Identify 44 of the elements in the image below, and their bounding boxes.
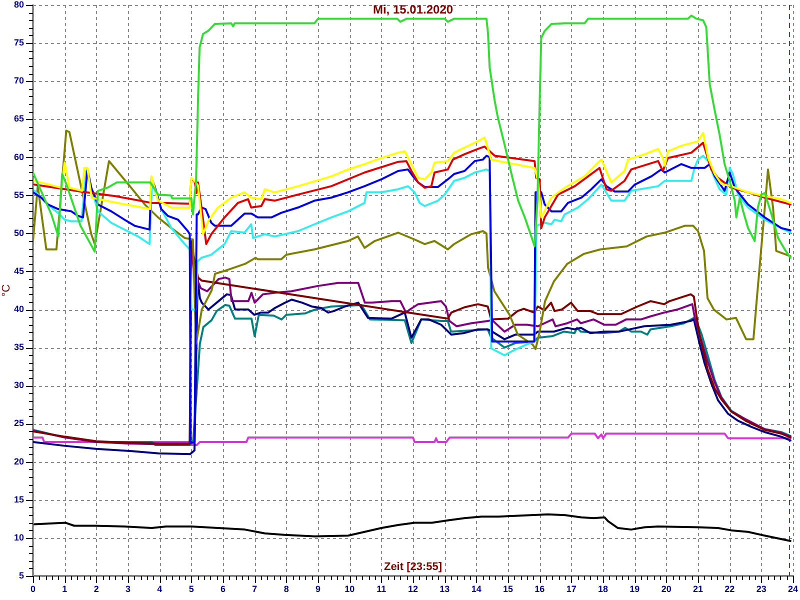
x-tick-label: 2	[94, 584, 99, 594]
x-tick-label: 7	[252, 584, 258, 594]
y-tick-label: 55	[14, 190, 24, 200]
x-tick-label: 13	[440, 584, 450, 594]
y-tick-label: 10	[14, 532, 24, 542]
x-tick-label: 5	[188, 584, 194, 594]
y-tick-label: 30	[14, 380, 24, 390]
x-tick-label: 18	[598, 584, 608, 594]
x-axis-title: Zeit [23:55]	[384, 561, 442, 574]
x-tick-label: 0	[30, 584, 36, 594]
x-tick-label: 17	[566, 584, 576, 594]
y-tick-label: 60	[14, 152, 24, 162]
x-tick-label: 16	[534, 584, 545, 594]
x-tick-label: 10	[344, 584, 355, 594]
x-tick-label: 23	[756, 584, 766, 594]
y-tick-label: 45	[14, 266, 24, 276]
x-tick-label: 14	[471, 584, 482, 594]
x-tick-label: 22	[724, 584, 735, 594]
x-tick-label: 9	[315, 584, 321, 594]
y-tick-label: 40	[14, 304, 24, 314]
chart-title: Mi, 15.01.2020	[372, 2, 454, 16]
y-tick-label: 15	[14, 494, 24, 504]
x-tick-label: 12	[408, 584, 418, 594]
x-tick-label: 20	[661, 584, 672, 594]
x-tick-label: 8	[284, 584, 289, 594]
x-tick-label: 4	[157, 584, 162, 594]
x-tick-label: 21	[692, 584, 704, 594]
x-tick-label: 6	[220, 584, 226, 594]
y-tick-label: 50	[14, 228, 24, 238]
y-tick-label: 20	[14, 456, 24, 466]
y-tick-label: 75	[14, 38, 24, 48]
x-tick-label: 19	[630, 584, 640, 594]
y-axis-title: °C	[0, 284, 13, 297]
y-tick-label: 35	[14, 342, 24, 352]
y-tick-label: 25	[14, 418, 24, 428]
x-tick-label: 11	[376, 584, 386, 594]
y-tick-label: 65	[14, 114, 24, 124]
x-tick-label: 24	[788, 584, 798, 594]
y-tick-label: 70	[14, 76, 24, 86]
y-tick-label: 5	[18, 570, 24, 580]
x-tick-label: 1	[62, 584, 68, 594]
y-tick-label: 80	[14, 0, 24, 10]
x-tick-label: 15	[502, 584, 514, 594]
x-tick-label: 3	[125, 584, 131, 594]
